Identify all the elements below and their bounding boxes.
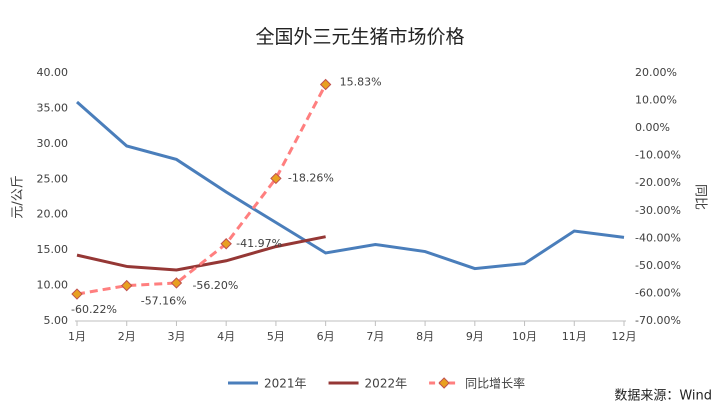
x-tick-label: 11月 [562,330,587,343]
x-tick-label: 10月 [512,330,537,343]
y-tick-label: 5.00 [44,314,69,327]
y2-tick-label: -60.00% [635,286,681,299]
chart-title: 全国外三元生猪市场价格 [255,26,464,48]
y2-tick-label: -70.00% [635,314,681,327]
y2-axis-label: 同比 [693,184,708,210]
y2-tick-label: 0.00% [635,121,670,134]
legend-label: 2022年 [365,377,408,391]
y-tick-label: 40.00 [37,66,69,79]
x-tick-label: 4月 [217,330,235,343]
legend-label: 2021年 [264,377,307,391]
data-label: -60.22% [71,303,117,316]
y2-tick-label: -30.00% [635,204,681,217]
y2-tick-label: -50.00% [635,259,681,272]
y-tick-label: 30.00 [37,137,69,150]
marker [71,288,83,300]
x-tick-label: 3月 [167,330,185,343]
x-tick-label: 7月 [366,330,384,343]
y2-tick-label: 10.00% [635,94,677,107]
y2-tick-label: -20.00% [635,176,681,189]
legend-label: 同比增长率 [465,376,525,391]
y-tick-label: 20.00 [37,208,69,221]
marker [319,78,332,91]
y2-tick-label: -10.00% [635,149,681,162]
legend-marker [438,377,450,389]
data-label: -57.16% [141,295,187,308]
x-tick-label: 6月 [317,330,335,343]
marker [170,277,183,289]
data-label: -41.97% [236,237,282,250]
x-tick-label: 8月 [416,330,434,343]
y2-tick-label: 20.00% [635,66,677,79]
series-line [76,83,327,296]
y-tick-label: 15.00 [37,243,69,256]
x-tick-label: 12月 [612,330,637,343]
y2-tick-label: -40.00% [635,231,681,244]
data-label: -56.20% [192,279,238,292]
marker [121,279,133,292]
x-tick-label: 9月 [466,330,484,343]
y-tick-label: 10.00 [37,279,69,292]
marker [270,172,282,185]
data-label: -18.26% [288,171,334,184]
series-line [76,235,326,272]
x-tick-label: 5月 [267,330,285,343]
y-tick-label: 35.00 [37,101,69,114]
series-line [76,100,625,271]
marker [220,238,232,250]
x-tick-label: 1月 [68,330,86,343]
x-tick-label: 2月 [118,330,136,343]
data-label: 15.83% [340,75,382,88]
source: 数据来源：Wind [614,389,712,404]
y-axis-label: 元/公斤 [11,175,26,218]
y-tick-label: 25.00 [37,172,69,185]
